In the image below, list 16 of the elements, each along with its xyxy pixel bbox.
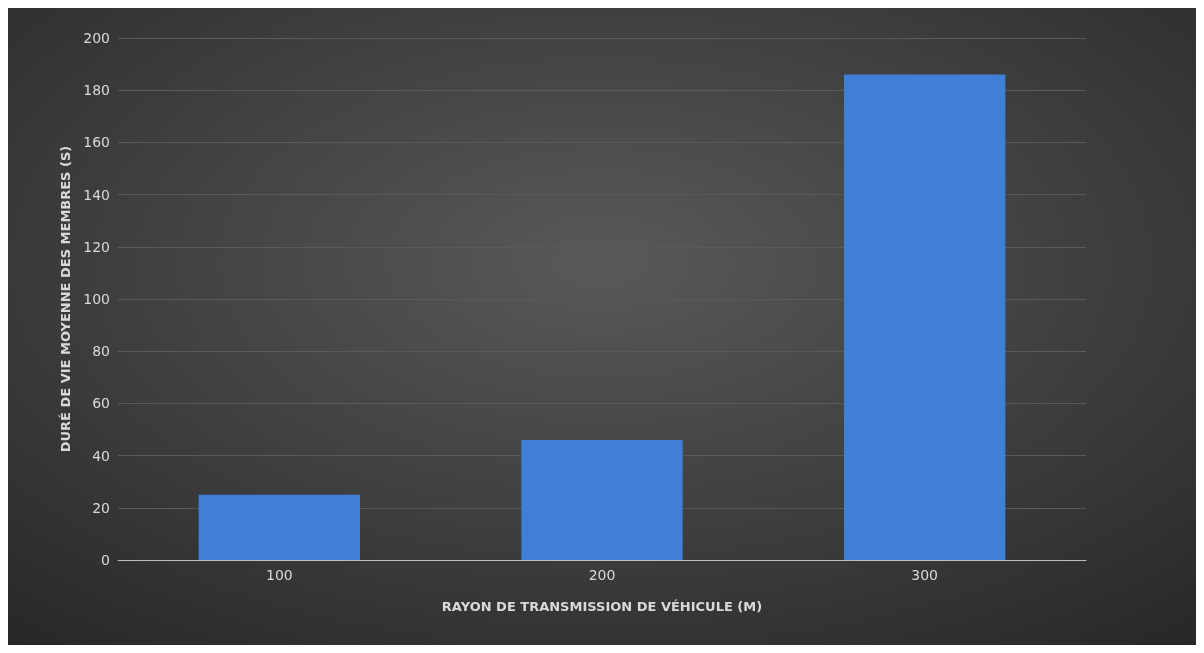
y-tick-label: 180 [83, 82, 110, 99]
y-tick-label: 60 [92, 395, 110, 412]
y-tick-label: 80 [92, 343, 110, 360]
y-tick-label: 200 [83, 30, 110, 46]
y-tick-label: 160 [83, 134, 110, 151]
y-tick-label: 0 [101, 552, 110, 568]
y-tick-label: 20 [92, 499, 110, 516]
y-tick-label: 140 [83, 186, 110, 203]
y-tick-label: 100 [83, 291, 110, 307]
x-tick-label: 300 [911, 567, 939, 583]
x-axis-title: RAYON DE TRANSMISSION DE VÉHICULE (M) [441, 599, 763, 614]
y-axis-title: DURÉ DE VIE MOYENNE DES MEMBRES (S) [58, 145, 74, 453]
y-tick-label: 40 [92, 447, 110, 464]
x-tick-label: 200 [588, 567, 616, 583]
x-tick-label: 100 [265, 567, 293, 583]
y-tick-label: 120 [83, 238, 110, 255]
